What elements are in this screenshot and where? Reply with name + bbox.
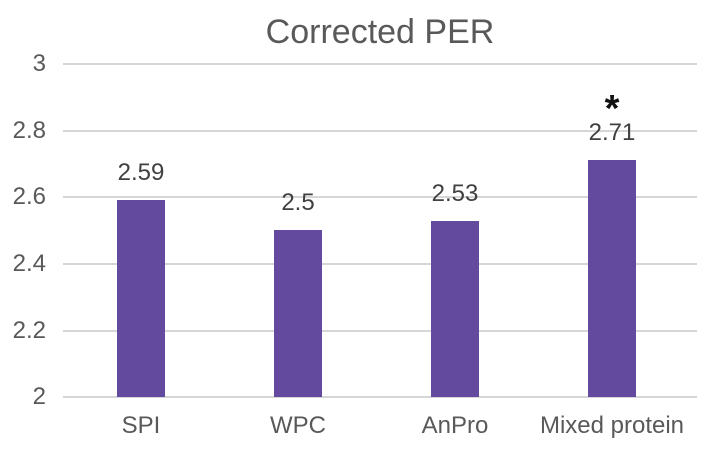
x-category-label-spi: SPI (121, 412, 161, 439)
x-category-label-anpro: AnPro (421, 412, 489, 439)
data-label-mixed-protein: 2.71 (588, 119, 636, 146)
bar-wpc (274, 230, 322, 397)
gridline-2-8 (63, 130, 697, 132)
y-tick-label: 3 (32, 50, 46, 77)
gridline-2-4 (63, 263, 697, 265)
bar-mixed-protein (588, 160, 636, 397)
data-label-wpc: 2.5 (281, 189, 315, 216)
gridline-2 (63, 396, 697, 398)
bar-anpro (431, 221, 479, 397)
y-tick-label: 2.4 (12, 250, 46, 277)
gridline-2-2 (63, 330, 697, 332)
x-category-label-wpc: WPC (270, 412, 326, 439)
bar-spi (117, 200, 165, 397)
data-label-spi: 2.59 (117, 159, 165, 186)
y-tick-label: 2.2 (12, 317, 46, 344)
y-tick-label: 2.6 (12, 183, 46, 210)
chart-title: Corrected PER (265, 13, 495, 51)
gridline-3 (63, 63, 697, 65)
x-category-label-mixed-protein: Mixed protein (539, 412, 685, 439)
data-label-anpro: 2.53 (431, 180, 479, 207)
gridline-2-6 (63, 196, 697, 198)
significance-asterisk: * (604, 88, 620, 130)
y-tick-label: 2.8 (12, 117, 46, 144)
y-tick-label: 2 (32, 383, 46, 410)
